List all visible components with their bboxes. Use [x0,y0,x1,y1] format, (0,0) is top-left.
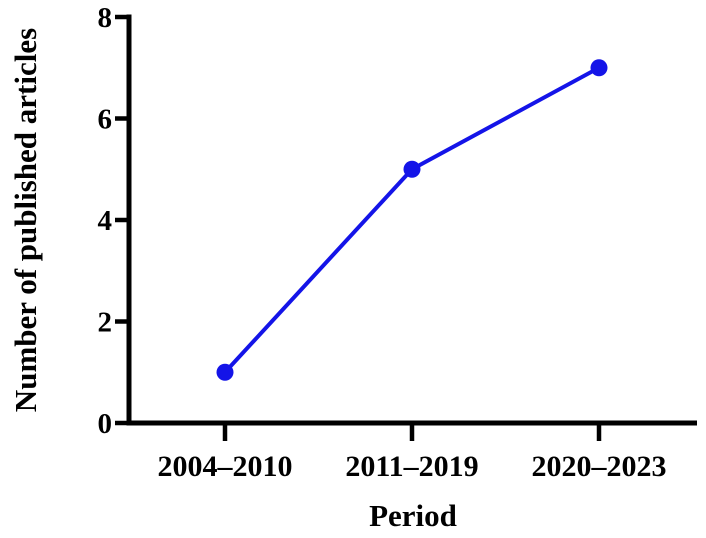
x-tick-label: 2011–2019 [345,450,478,483]
y-tick-label: 2 [98,307,113,339]
data-point [216,363,234,381]
y-tick-label: 0 [98,408,113,440]
data-line [223,65,600,374]
x-axis-title: Period [369,498,457,533]
y-tick-label: 6 [98,104,113,136]
x-tick-label: 2020–2023 [532,450,667,483]
x-tick-label: 2004–2010 [158,450,293,483]
y-tick-label: 8 [98,2,113,34]
data-point [403,160,421,178]
y-tick-label: 4 [98,205,113,237]
data-point [590,59,608,77]
y-axis-title: Number of published articles [8,27,43,413]
